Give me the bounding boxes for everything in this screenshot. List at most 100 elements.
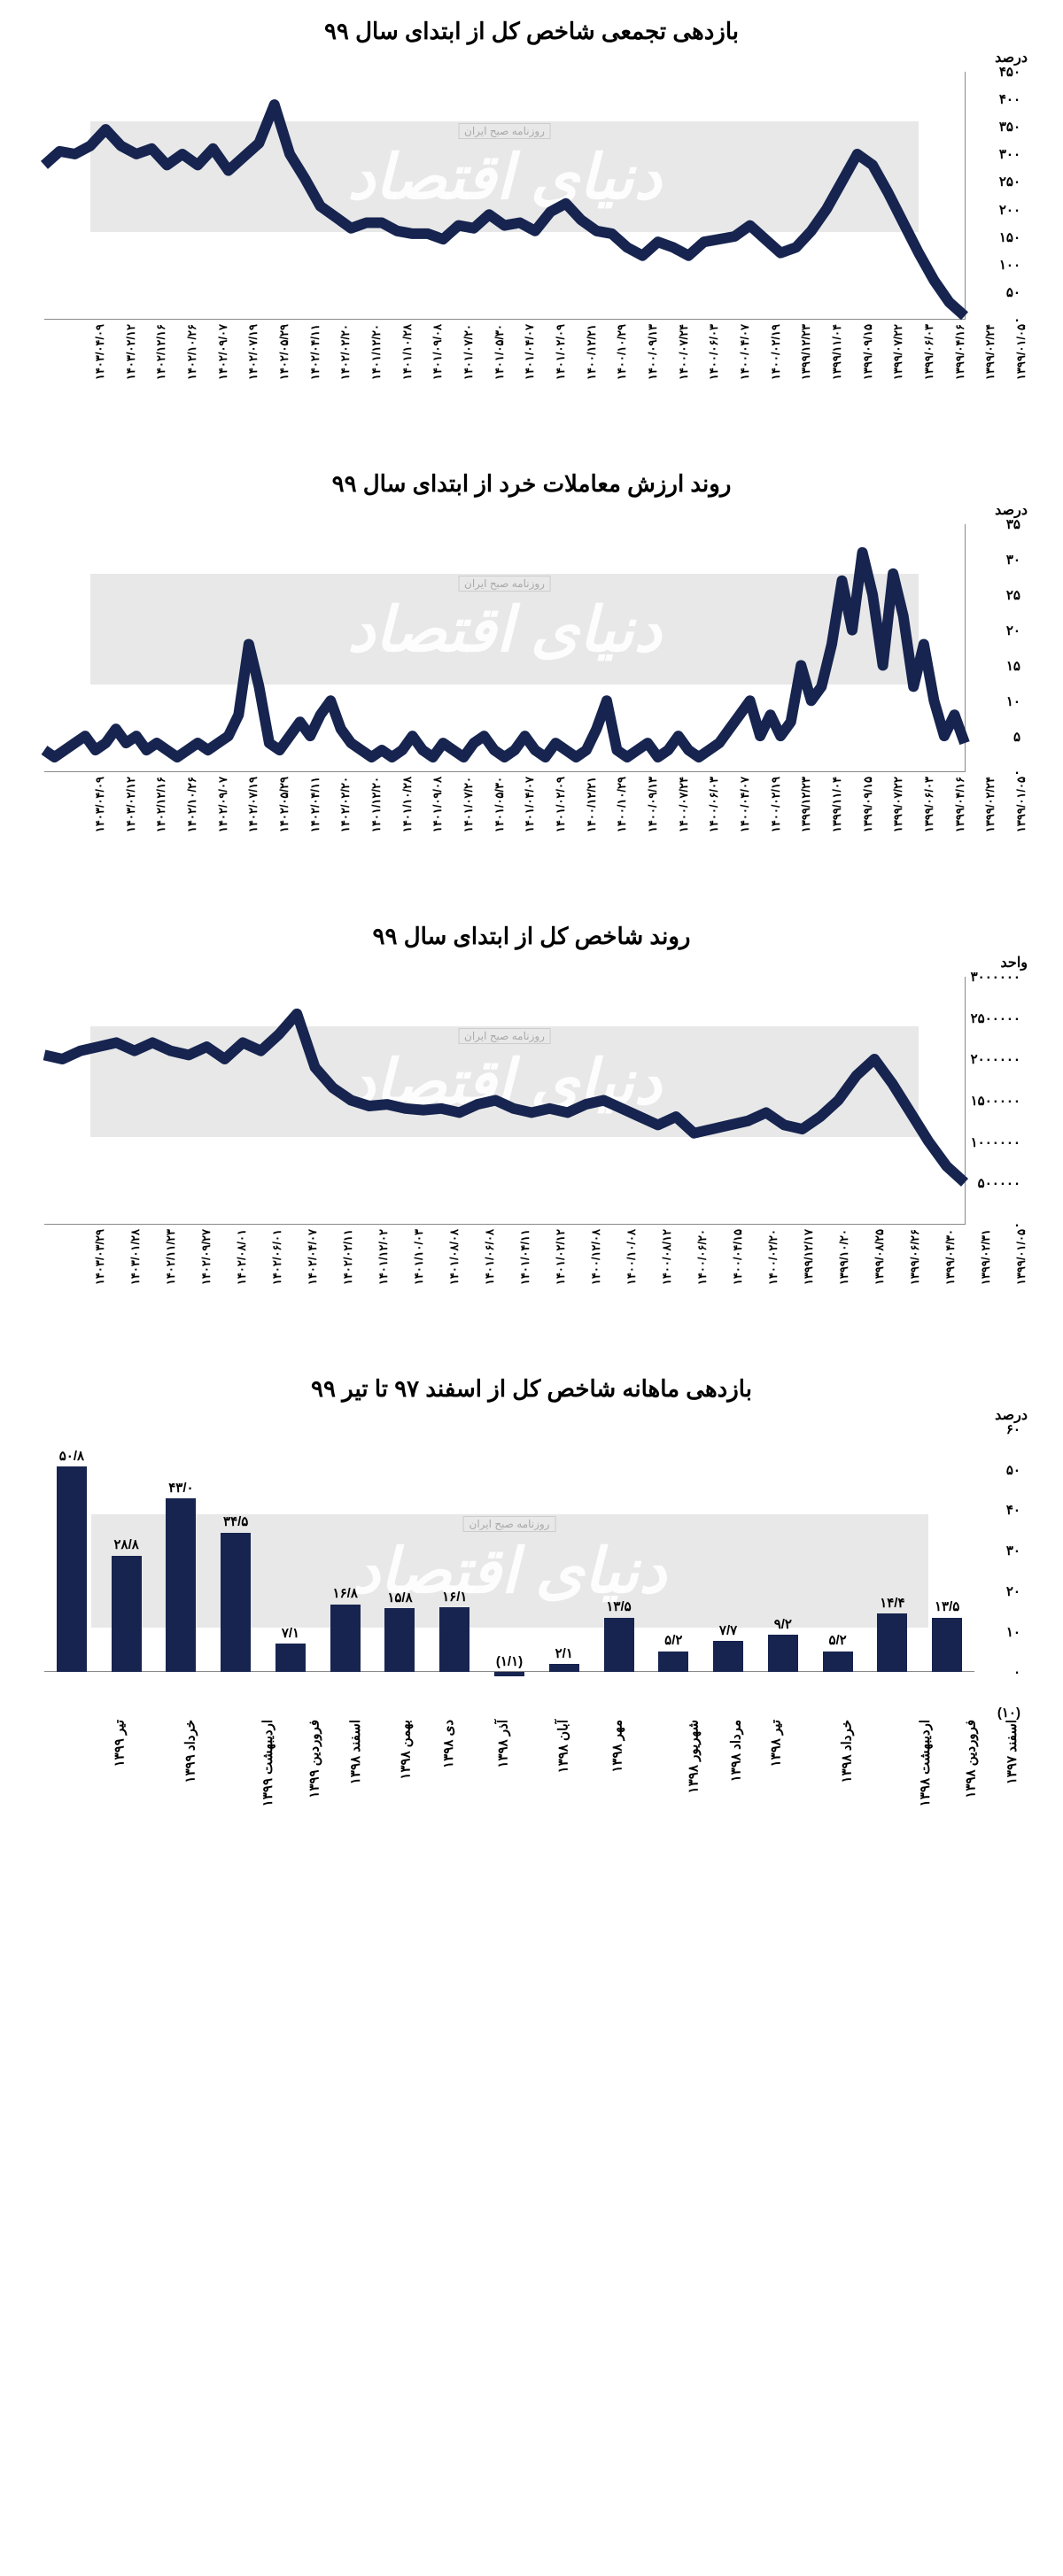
x-tick-label: ۱۴۰۲/۰۲/۲۰ bbox=[338, 777, 353, 832]
y-tick-label: ۲۰ bbox=[1006, 623, 1020, 638]
x-ticks: اسفند ۱۳۹۷فروردین ۱۳۹۸اردیبهشت ۱۳۹۸خرداد… bbox=[44, 1713, 974, 1837]
x-tick-label: ۱۴۰۰/۰۲/۱۹ bbox=[769, 777, 783, 832]
x-tick-label: اردیبهشت ۱۳۹۹ bbox=[260, 1720, 276, 1806]
bar-value-label: ۱۶/۸ bbox=[333, 1585, 358, 1601]
bar bbox=[494, 1672, 524, 1676]
bar-value-label: (۱/۱) bbox=[496, 1653, 523, 1669]
x-tick-label: مهر ۱۳۹۸ bbox=[609, 1720, 625, 1773]
chart-title: روند ارزش معاملات خرد از ابتدای سال ۹۹ bbox=[35, 470, 1028, 498]
bar-value-label: ۱۵/۸ bbox=[387, 1590, 412, 1605]
x-tick-label: ۱۴۰۰/۱۲/۲۱ bbox=[585, 324, 599, 380]
x-tick-label: بهمن ۱۳۹۸ bbox=[397, 1720, 413, 1780]
x-tick-label: ۱۴۰۲/۰۲/۱۱ bbox=[341, 1229, 355, 1285]
x-tick-label: ۱۴۰۱/۰۹/۰۸ bbox=[431, 777, 445, 832]
x-tick-label: ۱۴۰۱/۰۸/۰۸ bbox=[447, 1229, 462, 1285]
y-tick-label: ۱۰ bbox=[1006, 693, 1020, 709]
y-tick-label: ۲۵۰۰۰۰۰ bbox=[971, 1010, 1020, 1026]
chart-title: روند شاخص کل از ابتدای سال ۹۹ bbox=[35, 923, 1028, 950]
x-tick-label: ۱۴۰۲/۰۷/۱۹ bbox=[246, 324, 260, 380]
x-tick-label: ۱۴۰۱/۱۲/۲۰ bbox=[369, 777, 384, 832]
x-tick-label: ۱۳۹۹/۰۴/۳۰ bbox=[943, 1229, 958, 1285]
x-tick-label: مرداد ۱۳۹۸ bbox=[728, 1720, 744, 1782]
y-tick-label: ۵۰ bbox=[1006, 1462, 1020, 1478]
chart-4: بازدهی ماهانه شاخص کل از اسفند ۹۷ تا تیر… bbox=[0, 1358, 1063, 1863]
x-tick-label: ۱۳۹۹/۱۱/۰۴ bbox=[830, 777, 844, 832]
x-tick-label: ۱۳۹۹/۰۲/۳۱ bbox=[979, 1229, 993, 1285]
y-tick-label: ۶۰ bbox=[1006, 1421, 1020, 1437]
plot-inner: روزنامه صبح ایران دنیای اقتصاد bbox=[44, 977, 966, 1225]
bar-value-label: ۹/۲ bbox=[774, 1616, 792, 1632]
y-tick-label: ۱۵۰۰۰۰۰ bbox=[971, 1093, 1020, 1109]
x-tick-label: ۱۴۰۲/۰۹/۰۷ bbox=[216, 777, 230, 832]
x-tick-label: ۱۴۰۳/۰۳/۲۹ bbox=[93, 1229, 107, 1285]
x-tick-label: ۱۴۰۰/۱۰/۲۹ bbox=[615, 777, 629, 832]
x-tick-label: ۱۴۰۰/۰۷/۲۴ bbox=[677, 324, 691, 380]
y-tick-label: ۲۰۰۰۰۰۰ bbox=[971, 1051, 1020, 1067]
x-tick-label: ۱۴۰۰/۰۸/۱۲ bbox=[660, 1229, 674, 1285]
x-tick-label: ۱۴۰۲/۰۹/۰۷ bbox=[216, 324, 230, 380]
x-tick-label: ۱۴۰۰/۰۴/۰۷ bbox=[738, 324, 752, 380]
y-tick-label: ۱۰ bbox=[1006, 1624, 1020, 1640]
x-tick-label: ۱۴۰۲/۰۴/۰۷ bbox=[306, 1229, 320, 1285]
x-tick-label: ۱۳۹۹/۱۲/۱۷ bbox=[802, 1229, 816, 1285]
x-tick-label: ۱۴۰۰/۰۹/۱۳ bbox=[646, 324, 660, 380]
watermark-band: روزنامه صبح ایران دنیای اقتصاد bbox=[91, 1514, 928, 1628]
bar bbox=[112, 1556, 142, 1673]
x-tick-label: ۱۴۰۲/۰۴/۱۱ bbox=[308, 777, 322, 832]
bar-plot-area: روزنامه صبح ایران دنیای اقتصاد ۱۳/۵ ۱۴/۴ ۵… bbox=[44, 1412, 974, 1837]
y-tick-label: ۳۰ bbox=[1006, 1543, 1020, 1559]
y-tick-label: ۳۵۰ bbox=[999, 119, 1020, 135]
x-tick-label: ۱۴۰۱/۰۵/۳۰ bbox=[493, 324, 507, 380]
bar bbox=[932, 1618, 962, 1673]
bar-value-label: ۱۳/۵ bbox=[606, 1598, 631, 1614]
x-tick-label: ۱۴۰۲/۰۷/۱۹ bbox=[246, 777, 260, 832]
x-tick-label: ۱۳۹۹/۱۱/۰۴ bbox=[830, 324, 844, 380]
y-tick-label: ۵ bbox=[1013, 729, 1020, 745]
x-tick-label: ۱۴۰۰/۱۲/۰۸ bbox=[589, 1229, 603, 1285]
x-tick-label: ۱۴۰۲/۰۵/۲۹ bbox=[277, 777, 291, 832]
x-tick-label: آذر ۱۳۹۸ bbox=[495, 1720, 511, 1768]
y-tick-label: ۵۰۰۰۰۰ bbox=[978, 1175, 1020, 1191]
bar-value-label: ۱۴/۴ bbox=[880, 1595, 904, 1611]
x-tick-label: ۱۴۰۲/۰۶/۰۱ bbox=[270, 1229, 284, 1285]
x-tick-label: ۱۴۰۱/۰۵/۳۰ bbox=[493, 777, 507, 832]
x-tick-label: ۱۳۹۹/۱۲/۲۳ bbox=[799, 324, 813, 380]
bar-value-label: ۳۴/۵ bbox=[223, 1513, 248, 1529]
y-tick-label: ۱۰۰ bbox=[999, 257, 1020, 273]
bar-value-label: ۴۳/۰ bbox=[168, 1480, 193, 1496]
x-tick-label: ۱۴۰۰/۰۶/۰۳ bbox=[707, 777, 721, 832]
x-tick-label: ۱۴۰۳/۰۲/۱۲ bbox=[124, 777, 138, 832]
chart-3: روند شاخص کل از ابتدای سال ۹۹ واحد روزنا… bbox=[0, 905, 1063, 1358]
plot-inner: روزنامه صبح ایران دنیای اقتصاد bbox=[44, 524, 966, 772]
y-tick-label: ۲۰ bbox=[1006, 1583, 1020, 1599]
x-tick-label: ۱۴۰۱/۰۲/۰۹ bbox=[554, 777, 568, 832]
x-tick-label: ۱۴۰۳/۰۲/۱۲ bbox=[124, 324, 138, 380]
bar bbox=[57, 1466, 87, 1672]
bar bbox=[275, 1644, 306, 1672]
y-tick-label: ۳۰۰۰۰۰۰ bbox=[971, 969, 1020, 985]
x-tick-label: ۱۳۹۹/۰۴/۱۶ bbox=[953, 777, 967, 832]
x-tick-label: آبان ۱۳۹۸ bbox=[555, 1720, 570, 1773]
x-tick-label: فروردین ۱۳۹۸ bbox=[963, 1720, 979, 1799]
x-tick-label: ۱۳۹۹/۰۷/۲۲ bbox=[891, 777, 905, 832]
y-tick-label: (۱۰) bbox=[997, 1705, 1020, 1721]
plot-area: روزنامه صبح ایران دنیای اقتصاد ۰۵۰۱۰۰۱۵۰… bbox=[44, 54, 966, 426]
x-tick-label: ۱۴۰۱/۱۰/۰۳ bbox=[412, 1229, 426, 1285]
y-tick-label: ۰ bbox=[1013, 1664, 1020, 1680]
y-tick-label: ۴۵۰ bbox=[999, 64, 1020, 80]
bar bbox=[439, 1607, 469, 1673]
chart-1: بازدهی تجمعی شاخص کل از ابتدای سال ۹۹ در… bbox=[0, 0, 1063, 453]
x-tick-label: ۱۴۰۱/۰۴/۰۷ bbox=[523, 324, 537, 380]
chart-title: بازدهی ماهانه شاخص کل از اسفند ۹۷ تا تیر… bbox=[35, 1375, 1028, 1403]
x-tick-label: ۱۴۰۰/۰۴/۱۵ bbox=[731, 1229, 745, 1285]
y-tick-label: ۲۵۰ bbox=[999, 174, 1020, 190]
bar bbox=[658, 1652, 688, 1673]
bar-value-label: ۵/۲ bbox=[828, 1632, 846, 1648]
x-tick-label: ۱۴۰۱/۰۲/۰۹ bbox=[554, 324, 568, 380]
bar-value-label: ۷/۷ bbox=[719, 1622, 737, 1638]
x-tick-label: ۱۴۰۲/۱۲/۱۶ bbox=[154, 777, 168, 832]
y-tick-label: ۲۰۰ bbox=[999, 202, 1020, 218]
x-tick-label: ۱۳۹۹/۰۴/۱۶ bbox=[953, 324, 967, 380]
x-tick-label: ۱۴۰۲/۰۸/۰۱ bbox=[235, 1229, 249, 1285]
x-tick-label: ۱۴۰۰/۰۲/۱۹ bbox=[769, 324, 783, 380]
